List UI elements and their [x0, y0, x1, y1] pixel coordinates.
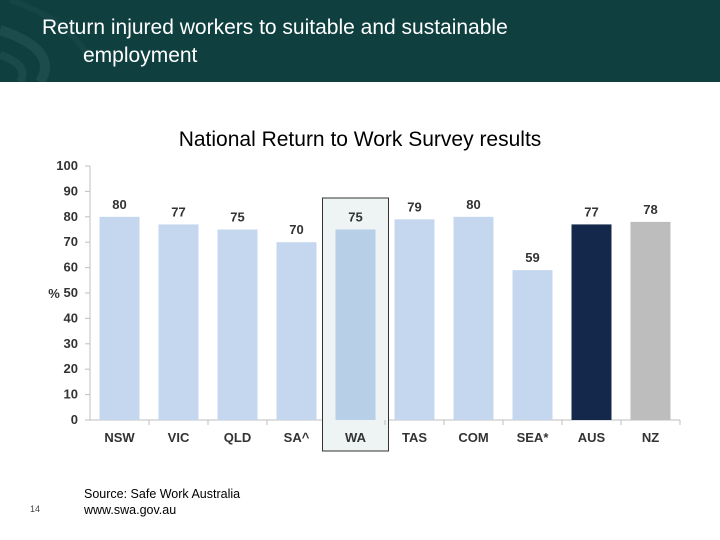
- y-tick-label: 50: [64, 285, 78, 300]
- bar: [571, 224, 612, 420]
- data-label: 78: [643, 202, 657, 217]
- y-tick-label: 80: [64, 209, 78, 224]
- data-label: 80: [112, 197, 126, 212]
- bar: [630, 221, 671, 420]
- data-label: 79: [407, 199, 421, 214]
- data-label: 75: [230, 210, 244, 225]
- slide-title-line2: employment: [83, 44, 198, 67]
- y-tick-label: 60: [64, 260, 78, 275]
- y-tick-label: 0: [71, 412, 78, 427]
- bar: [394, 219, 435, 420]
- y-tick-label: 20: [64, 361, 78, 376]
- source-url: www.swa.gov.au: [84, 503, 177, 517]
- bar: [217, 229, 258, 420]
- chart-title-text: National Return to Work Survey results: [178, 128, 542, 151]
- bar: [276, 242, 317, 420]
- data-label: 70: [289, 222, 303, 237]
- x-tick-label: NSW: [104, 430, 135, 445]
- x-tick-label: COM: [458, 430, 488, 445]
- data-label: 77: [584, 204, 598, 219]
- data-label: 59: [525, 250, 539, 265]
- x-tick-label: TAS: [402, 430, 427, 445]
- y-tick-label: 10: [64, 387, 78, 402]
- source-note: Source: Safe Work Australia www.swa.gov.…: [84, 486, 240, 518]
- data-label: 77: [171, 204, 185, 219]
- page-number: 14: [30, 504, 41, 514]
- slide-title-line1: Return injured workers to suitable and s…: [42, 16, 508, 39]
- title-bar: Return injured workers to suitable and s…: [0, 0, 720, 82]
- bar: [158, 224, 199, 420]
- y-tick-label: 40: [64, 310, 78, 325]
- data-label: 80: [466, 197, 480, 212]
- bar: [99, 216, 140, 420]
- chart-title: National Return to Work Survey results: [0, 128, 720, 152]
- y-tick-label: 100: [56, 158, 78, 173]
- x-tick-label: NZ: [642, 430, 659, 445]
- x-tick-label: WA: [345, 430, 367, 445]
- source-text: Source: Safe Work Australia: [84, 487, 241, 501]
- slide-title: Return injured workers to suitable and s…: [42, 14, 682, 70]
- y-tick-label: 70: [64, 234, 78, 249]
- y-axis-label: %: [48, 286, 60, 301]
- y-tick-label: 90: [64, 183, 78, 198]
- x-tick-label: AUS: [578, 430, 606, 445]
- x-tick-label: VIC: [168, 430, 190, 445]
- bar: [335, 229, 376, 420]
- bar: [453, 216, 494, 420]
- header-decoration: [0, 0, 93, 82]
- data-label: 75: [348, 210, 362, 225]
- x-tick-label: SA^: [284, 430, 310, 445]
- x-tick-label: SEA*: [517, 430, 550, 445]
- y-tick-label: 30: [64, 336, 78, 351]
- bar: [512, 270, 553, 420]
- x-tick-label: QLD: [224, 430, 251, 445]
